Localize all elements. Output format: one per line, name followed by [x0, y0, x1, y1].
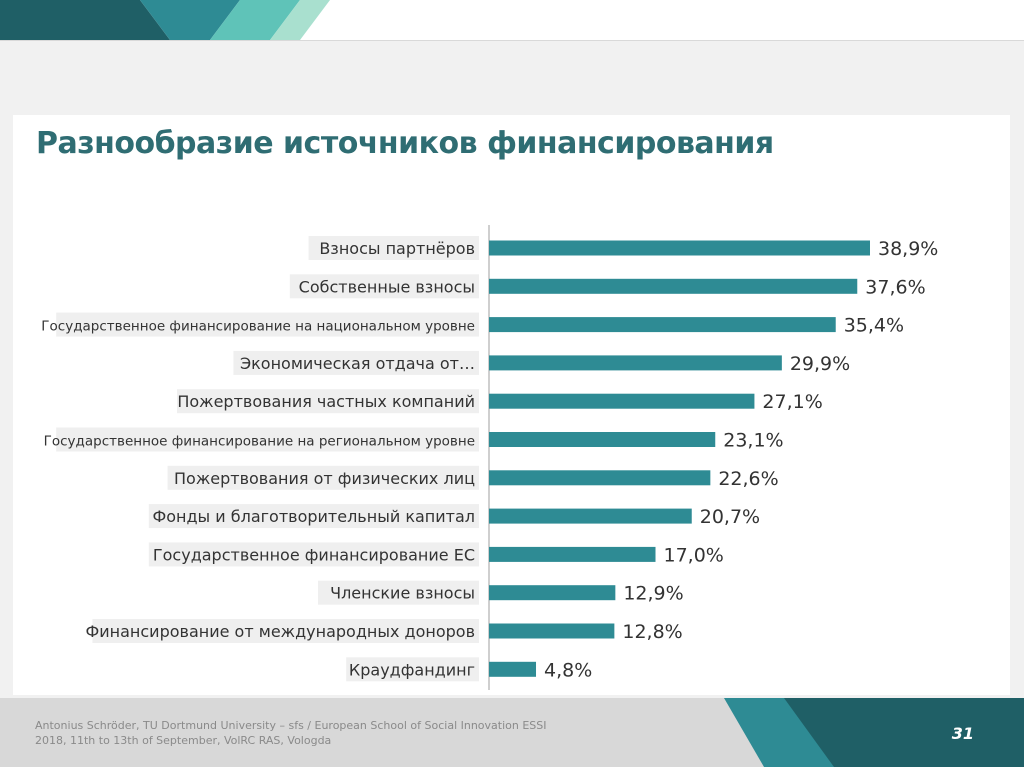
footer-credits: Antonius Schröder, TU Dortmund Universit… — [35, 718, 547, 748]
value-label: 4,8% — [544, 659, 592, 681]
category-label-background — [148, 504, 480, 529]
category-label-background — [233, 350, 479, 375]
bar — [489, 278, 858, 294]
category-label: Краудфандинг — [349, 660, 475, 679]
bar — [489, 470, 711, 486]
header-decoration — [0, 0, 330, 40]
category-label: Государственное финансирование ЕС — [153, 545, 475, 564]
footer-decoration — [724, 698, 1024, 767]
category-label-background — [177, 389, 479, 414]
value-label: 17,0% — [664, 544, 724, 566]
category-label: Членские взносы — [330, 584, 475, 603]
category-label: Государственное финансирование на национ… — [41, 319, 475, 335]
category-label-background — [289, 274, 479, 299]
category-label: Пожертвования от физических лиц — [174, 469, 475, 488]
value-label: 27,1% — [762, 391, 822, 413]
bar — [489, 508, 692, 524]
bar — [489, 661, 537, 677]
bar — [489, 355, 782, 371]
value-label: 38,9% — [878, 238, 938, 260]
value-label: 20,7% — [700, 506, 760, 528]
category-label: Экономическая отдача от… — [240, 354, 475, 373]
category-label-background — [346, 657, 479, 682]
footer-bar — [0, 698, 1024, 767]
value-label: 23,1% — [723, 430, 783, 452]
category-label: Взносы партнёров — [319, 239, 475, 258]
bar — [489, 317, 836, 333]
bar — [489, 623, 615, 639]
category-label: Фонды и благотворительный капитал — [152, 507, 475, 526]
value-label: 22,6% — [718, 468, 778, 490]
bar — [489, 546, 656, 562]
category-label-background — [56, 312, 479, 337]
value-label: 35,4% — [844, 315, 904, 337]
slide-title: Разнообразие источников финансирования — [36, 126, 774, 161]
bar — [489, 432, 716, 447]
footer-line-1: Antonius Schröder, TU Dortmund Universit… — [35, 719, 547, 732]
value-label: 37,6% — [865, 276, 925, 298]
value-label: 29,9% — [790, 353, 850, 375]
bar — [489, 393, 755, 409]
category-label: Государственное финансирование на регион… — [44, 434, 475, 450]
footer-line-2: 2018, 11th to 13th of September, VolRC R… — [35, 734, 332, 747]
value-label: 12,9% — [623, 583, 683, 605]
category-label-background — [318, 580, 479, 605]
category-label: Собственные взносы — [299, 277, 475, 296]
category-label: Пожертвования частных компаний — [177, 392, 475, 411]
category-label-background — [308, 236, 479, 260]
header-bar — [0, 0, 1024, 41]
horizontal-bar-chart: Взносы партнёров 38,9% Собственные взносы 3… — [41, 225, 938, 690]
category-label-background — [148, 542, 480, 567]
category-label-background — [92, 619, 480, 643]
category-label-background — [167, 465, 479, 490]
bar — [489, 585, 616, 601]
category-label: Финансирование от международных доноров — [85, 622, 475, 641]
value-label: 12,8% — [622, 621, 682, 643]
bar — [489, 240, 870, 256]
page-number: 31 — [951, 724, 974, 743]
category-label-background — [56, 427, 479, 452]
